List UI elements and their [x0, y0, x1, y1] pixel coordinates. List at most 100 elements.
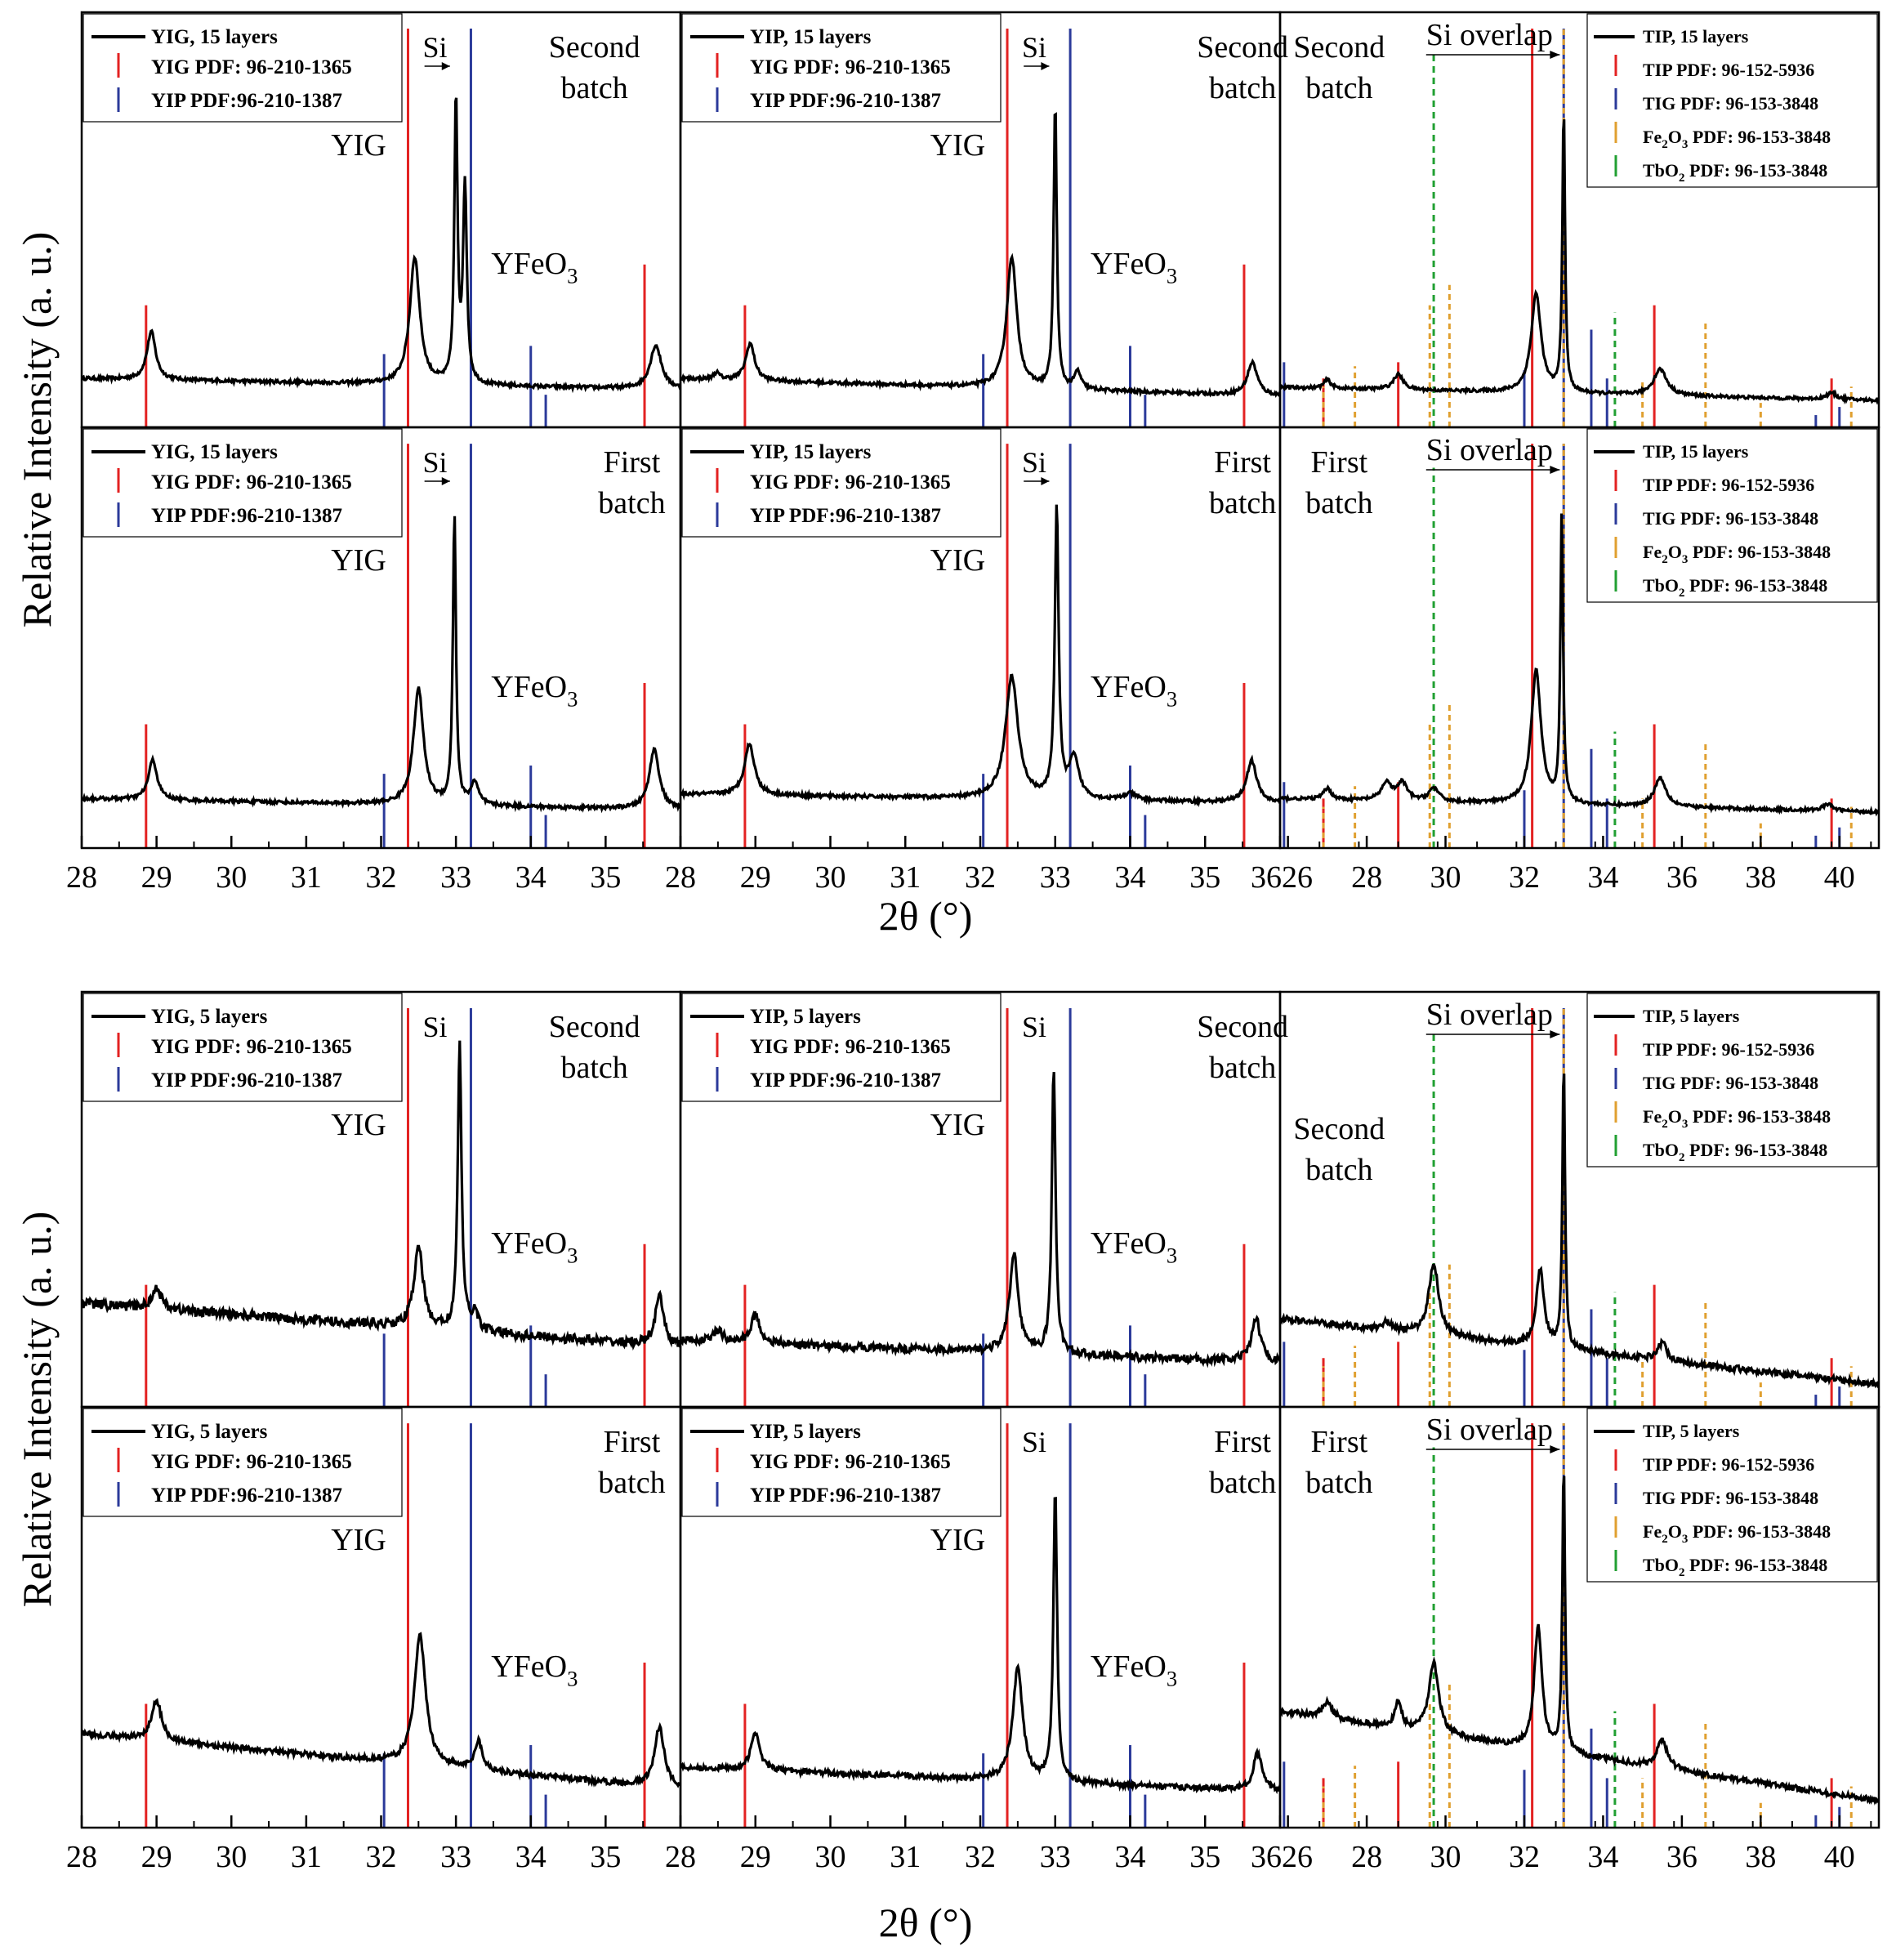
- legend-entry: YIG, 5 layers: [151, 1421, 268, 1443]
- batch-label: batch: [1209, 71, 1276, 105]
- tick-label: 31: [890, 1840, 921, 1874]
- tick-label: 34: [515, 860, 546, 895]
- x-axis: 28 30 32 34 36 38 40 3626: [1251, 836, 1872, 895]
- tick-label: 34: [1587, 860, 1618, 895]
- tick-label: 30: [815, 1840, 846, 1874]
- x-axis: 28 29 30 31 32 33 34 35: [665, 1815, 1282, 1874]
- tick-label: 33: [440, 860, 471, 895]
- tick-label: 30: [1430, 1840, 1461, 1874]
- tick-label: 3626: [1251, 1840, 1313, 1874]
- si-overlap-label: Si overlap: [1426, 1413, 1553, 1447]
- si-overlap-label: Si overlap: [1426, 18, 1553, 52]
- annotations: Second batch Si YIG YFeO3: [930, 1010, 1288, 1267]
- yfeo3-peak-label: YFeO3: [491, 670, 578, 711]
- legend-entry: YIP PDF:96-210-1387: [750, 1485, 941, 1507]
- tick-label: 35: [1189, 860, 1220, 895]
- legend-entry: TIP, 5 layers: [1643, 1421, 1740, 1441]
- xrd-trace: [82, 1632, 680, 1788]
- tick-label: 32: [366, 1840, 397, 1874]
- tick-label: 32: [1509, 860, 1540, 895]
- legend-entry: YIG PDF: 96-210-1365: [750, 1451, 951, 1473]
- tick-label: 28: [1351, 1840, 1382, 1874]
- tick-label: 36: [1666, 860, 1697, 895]
- batch-label: batch: [1209, 486, 1276, 520]
- si-overlap-arrowhead: [1550, 51, 1560, 59]
- si-overlap-arrowhead: [1550, 1030, 1560, 1038]
- yfeo3-peak-label: YFeO3: [491, 247, 578, 288]
- x-axis: 28 30 32 34 36 38 40 3626: [1251, 1815, 1872, 1874]
- annotations: First batch Si YIG YFeO3: [930, 1425, 1277, 1690]
- legend-entry: YIG PDF: 96-210-1365: [750, 56, 951, 78]
- legend: TIP, 5 layers TIP PDF: 96-152-5936 TIG PDF…: [1586, 993, 1878, 1168]
- legend-entry: TIP, 15 layers: [1643, 441, 1749, 462]
- panel-A3: YIG, 5 layers YIG PDF: 96-210-1365 YIP PDF…: [80, 990, 682, 1409]
- yfeo3-peak-label: YFeO3: [1091, 1650, 1177, 1690]
- y-axis-label: Relative Intensity (a. u.): [14, 1212, 60, 1608]
- legend-box: [681, 1408, 1002, 1517]
- panel-A4: YIG, 5 layers YIG PDF: 96-210-1365 YIP PDF…: [66, 1405, 682, 1874]
- batch-label: batch: [1209, 1466, 1276, 1500]
- legend-entry: YIG PDF: 96-210-1365: [750, 1036, 951, 1058]
- legend-entry: Fe2O3 PDF: 96-153-3848: [1643, 1521, 1831, 1546]
- panel-A1: YIG, 15 layers YIG PDF: 96-210-1365 YIP PD…: [80, 11, 682, 429]
- si-label: Si: [1022, 1011, 1046, 1043]
- legend-entry: TIP PDF: 96-152-5936: [1643, 1039, 1814, 1060]
- yig-peak-label: YIG: [930, 1108, 986, 1142]
- legend-box: [83, 1408, 403, 1517]
- legend-box: [1586, 428, 1878, 603]
- batch-label: batch: [560, 1051, 627, 1085]
- tick-label: 34: [1587, 1840, 1618, 1874]
- legend-box: [681, 428, 1002, 538]
- si-overlap-arrowhead: [1550, 466, 1560, 474]
- si-arrowhead: [1041, 477, 1050, 485]
- xrd-trace: [1280, 1074, 1879, 1389]
- legend-entry: TbO2 PDF: 96-153-3848: [1643, 160, 1827, 185]
- legend-entry: TIG PDF: 96-153-3848: [1643, 93, 1818, 114]
- tick-label: 28: [1351, 860, 1382, 895]
- xrd-trace: [82, 97, 680, 394]
- x-axis: 28 29 30 31 32 33 34 35: [66, 836, 681, 895]
- x-axis-label: 2θ (°): [879, 1900, 973, 1945]
- legend-entry: TbO2 PDF: 96-153-3848: [1643, 1140, 1827, 1164]
- si-overlap-label: Si overlap: [1426, 998, 1553, 1032]
- legend: YIG, 15 layers YIG PDF: 96-210-1365 YIP PD…: [83, 13, 403, 123]
- legend-entry: YIP PDF:96-210-1387: [750, 505, 941, 527]
- x-axis-label: 2θ (°): [879, 893, 973, 939]
- yig-peak-label: YIG: [331, 1108, 386, 1142]
- tick-label: 31: [291, 1840, 322, 1874]
- batch-label: batch: [1305, 1466, 1372, 1500]
- annotations: Si overlap Second batch: [1293, 18, 1560, 105]
- legend: YIP, 15 layers YIG PDF: 96-210-1365 YIP PD…: [681, 13, 1002, 123]
- batch-label: Second: [1197, 30, 1288, 65]
- legend-entry: YIG PDF: 96-210-1365: [151, 471, 352, 493]
- yig-peak-label: YIG: [331, 1523, 386, 1557]
- batch-label: batch: [1305, 1153, 1372, 1187]
- si-label: Si: [1022, 1426, 1046, 1458]
- x-axis: 28 29 30 31 32 33 34 35: [665, 836, 1282, 895]
- yig-peak-label: YIG: [930, 128, 986, 163]
- legend-entry: TIG PDF: 96-153-3848: [1643, 1073, 1818, 1093]
- si-label: Si: [1022, 446, 1046, 479]
- tick-label: 29: [740, 860, 771, 895]
- legend-entry: YIG, 15 layers: [151, 441, 278, 463]
- tick-label: 38: [1745, 1840, 1776, 1874]
- xrd-trace: [680, 1071, 1280, 1368]
- yfeo3-peak-label: YFeO3: [491, 1226, 578, 1267]
- batch-label: First: [604, 1425, 661, 1459]
- si-label: Si: [1022, 31, 1046, 64]
- panel-C3: TIP, 5 layers TIP PDF: 96-152-5936 TIG PDF…: [1278, 990, 1880, 1409]
- tick-label: 34: [1115, 1840, 1146, 1874]
- si-arrowhead: [441, 477, 450, 485]
- batch-label: batch: [1305, 71, 1372, 105]
- yfeo3-peak-label: YFeO3: [1091, 670, 1177, 711]
- tick-label: 29: [141, 860, 172, 895]
- yig-peak-label: YIG: [331, 543, 386, 578]
- tick-label: 38: [1745, 860, 1776, 895]
- yig-peak-label: YIG: [331, 128, 386, 163]
- tick-label: 35: [590, 1840, 621, 1874]
- tick-label: 32: [965, 860, 996, 895]
- legend-entry: YIP PDF:96-210-1387: [151, 90, 342, 112]
- si-overlap-arrowhead: [1550, 1445, 1560, 1453]
- legend-entry: TIP PDF: 96-152-5936: [1643, 60, 1814, 80]
